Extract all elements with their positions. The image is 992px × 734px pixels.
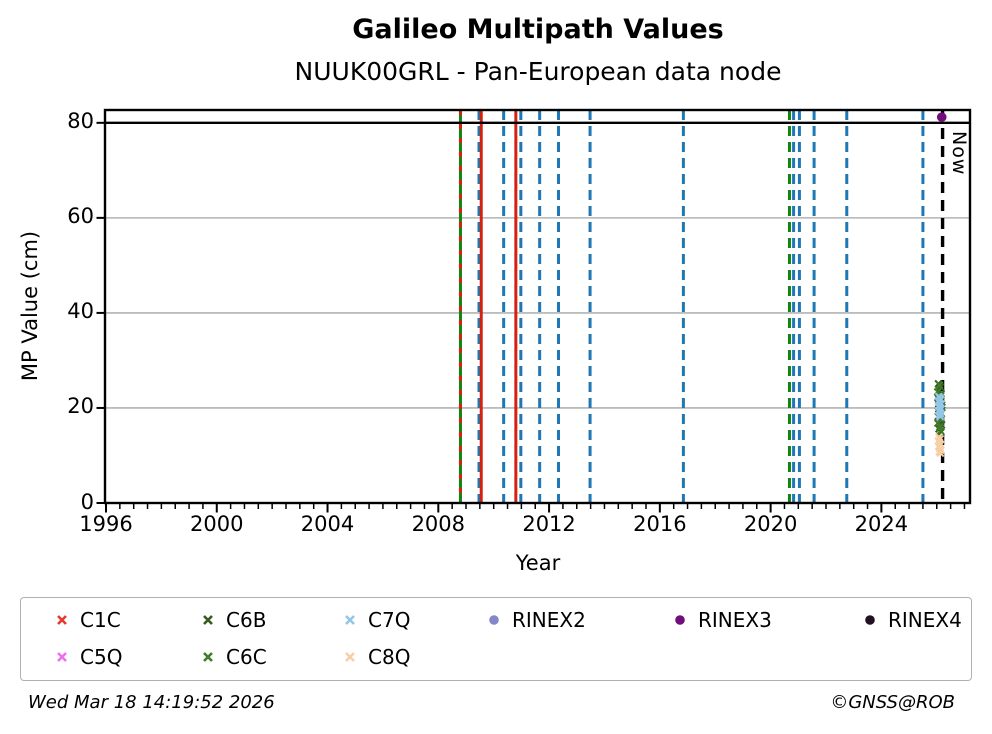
series-C8Q [934, 432, 945, 458]
data-point [936, 449, 945, 458]
y-tick-label: 20 [67, 394, 94, 419]
x-marker-icon [57, 652, 67, 662]
legend-item-c7q: C7Q [342, 606, 410, 634]
legend-label: C6C [226, 645, 267, 669]
legend-item-c5q: C5Q [54, 643, 122, 671]
x-marker-icon [345, 652, 355, 662]
legend-item-rinex3: RINEX3 [672, 606, 772, 634]
x-tick-label: 2000 [190, 512, 244, 536]
series-RINEX3 [936, 112, 947, 122]
legend-item-c6b: C6B [200, 606, 266, 634]
legend: C1C C5Q C6B C6C C7Q C8Q RINEX2 RINEX3 RINEX4 [20, 597, 972, 681]
x-tick-label: 2012 [522, 512, 576, 536]
x-tick-label: 1996 [79, 512, 133, 536]
legend-label: C8Q [368, 645, 411, 669]
dot-marker-icon [865, 615, 875, 625]
x-marker-icon [203, 652, 213, 662]
event-lines-layer [458, 110, 945, 503]
chart-subtitle: NUUK00GRL - Pan-European data node [294, 57, 782, 86]
y-axis-label: MP Value (cm) [18, 230, 42, 382]
legend-label: RINEX3 [698, 608, 772, 632]
legend-item-rinex2: RINEX2 [486, 606, 586, 634]
legend-item-c1c: C1C [54, 606, 121, 634]
tick-marks [96, 121, 966, 513]
x-tick-label: 2004 [300, 512, 355, 536]
now-annotation: Now [948, 131, 970, 176]
data-point [936, 412, 945, 421]
legend-label: C5Q [80, 645, 123, 669]
plot-timestamp: Wed Mar 18 14:19:52 2026 [28, 692, 275, 713]
legend-label: C1C [80, 608, 121, 632]
legend-item-rinex4: RINEX4 [862, 606, 962, 634]
dot-marker-icon [675, 615, 685, 625]
legend-item-c6c: C6C [200, 643, 267, 671]
y-tick-label: 80 [67, 109, 94, 134]
legend-label: C7Q [368, 608, 411, 632]
y-tick-label: 40 [67, 299, 94, 324]
legend-item-c8q: C8Q [342, 643, 410, 671]
x-tick-label: 2020 [743, 512, 798, 536]
x-tick-label: 2016 [633, 512, 687, 536]
data-point [935, 381, 944, 390]
x-tick-label: 2008 [411, 512, 466, 536]
y-tick-label: 60 [67, 204, 94, 229]
data-point [936, 112, 947, 122]
series-C7Q [934, 392, 946, 421]
legend-label: RINEX2 [512, 608, 586, 632]
legend-label: RINEX4 [888, 608, 962, 632]
copyright-credit: ©GNSS@ROB [830, 692, 955, 713]
chart-title: Galileo Multipath Values [352, 14, 724, 45]
x-tick-label: 2024 [854, 512, 909, 536]
x-axis-label: Year [515, 551, 561, 575]
x-marker-icon [345, 615, 355, 625]
dot-marker-icon [489, 615, 499, 625]
x-marker-icon [57, 615, 67, 625]
axes-frame [103, 108, 972, 505]
x-marker-icon [203, 615, 213, 625]
y-tick-label: 0 [80, 489, 94, 514]
grid-layer [106, 217, 970, 409]
legend-label: C6B [226, 608, 267, 632]
data-point [936, 426, 945, 435]
